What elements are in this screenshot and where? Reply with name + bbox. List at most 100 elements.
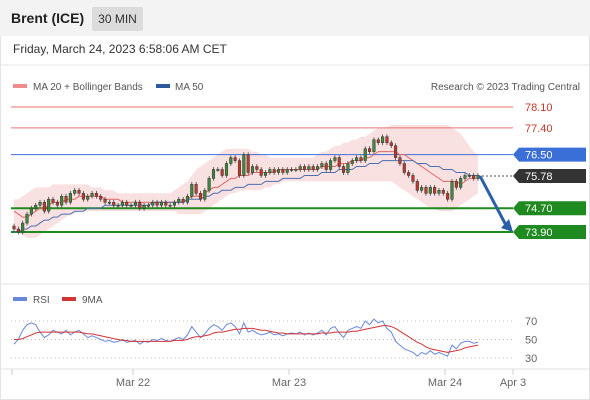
candle-body <box>34 204 38 209</box>
candle-body <box>272 169 276 173</box>
candle-body <box>294 169 298 171</box>
candle-body <box>177 199 181 203</box>
candle-body <box>207 178 211 191</box>
candle-body <box>55 201 59 206</box>
candle-body <box>29 207 33 215</box>
rsi-level-label: 30 <box>525 353 537 365</box>
candle-body <box>424 187 428 194</box>
candle-body <box>21 222 25 233</box>
ma20-legend-label: MA 20 + Bollinger Bands <box>33 82 143 93</box>
candle-body <box>428 187 432 194</box>
candle-body <box>467 175 471 177</box>
candle-body <box>324 163 328 170</box>
forecast-arrow-head <box>501 219 513 232</box>
candle-body <box>129 204 133 207</box>
ma20-legend-swatch <box>13 84 27 88</box>
candle-body <box>138 201 142 209</box>
candle-body <box>81 193 85 200</box>
rsi-ma-line <box>14 325 479 353</box>
candle-body <box>77 190 81 194</box>
candle-body <box>342 166 346 173</box>
candle-body <box>38 201 42 206</box>
candle-body <box>302 166 307 170</box>
x-tick-label: Mar 22 <box>116 377 150 389</box>
rsi-ma-legend-label: 9MA <box>82 295 103 306</box>
candle-body <box>433 187 437 194</box>
rsi-legend-swatch <box>13 297 27 301</box>
candle-body <box>372 139 376 152</box>
candle-body <box>285 169 289 173</box>
candle-body <box>415 181 419 191</box>
candle-body <box>459 178 463 188</box>
candle-body <box>463 175 467 179</box>
candle-body <box>454 181 458 188</box>
candle-body <box>64 196 68 203</box>
candle-body <box>94 193 98 197</box>
rsi-level-label: 50 <box>525 335 537 347</box>
candle-body <box>307 166 311 170</box>
candle-body <box>16 228 20 233</box>
candle-body <box>446 193 450 200</box>
candle-body <box>90 193 94 197</box>
candle-body <box>276 169 281 173</box>
copyright-text: Research © 2023 Trading Central <box>431 82 580 93</box>
candle-body <box>363 148 367 161</box>
x-tick-label: Apr 3 <box>500 377 526 389</box>
header-bar: Brent (ICE) 30 MIN <box>0 0 590 36</box>
candle-body <box>289 169 294 171</box>
candle-body <box>194 184 198 194</box>
timeframe-button[interactable]: 30 MIN <box>92 7 143 31</box>
x-tick-label: Mar 23 <box>272 377 306 389</box>
candle-body <box>151 201 155 206</box>
candle-body <box>68 193 72 203</box>
candle-body <box>172 201 176 206</box>
bollinger-band <box>14 124 478 238</box>
candle-body <box>103 199 107 203</box>
candle-body <box>146 204 150 207</box>
candle-body <box>25 213 29 224</box>
candle-body <box>86 196 90 200</box>
candle-body <box>394 145 398 158</box>
candle-body <box>168 204 172 207</box>
candle-body <box>385 136 389 143</box>
candle-body <box>250 166 255 173</box>
candle-body <box>99 196 103 200</box>
rsi-level-label: 70 <box>525 316 537 328</box>
candle-body <box>246 154 250 173</box>
candle-body <box>237 160 242 176</box>
candle-body <box>320 163 324 167</box>
candle-body <box>333 157 337 161</box>
forecast-arrow-line <box>478 175 510 230</box>
ma50-legend-swatch <box>156 84 170 88</box>
candle-body <box>112 201 116 206</box>
candle-body <box>211 169 216 179</box>
candle-body <box>107 201 111 204</box>
pivot-level-badge <box>513 147 586 162</box>
support-level-badge <box>513 201 586 216</box>
support-level-label: 74.70 <box>525 203 553 215</box>
candle-body <box>298 166 302 170</box>
candle-body <box>329 160 333 170</box>
candle-body <box>259 169 263 176</box>
candle-body <box>381 136 385 143</box>
candle-body <box>73 190 77 194</box>
candle-body <box>229 157 233 164</box>
candle-body <box>224 163 229 176</box>
candle-body <box>420 187 424 191</box>
current-level-badge <box>513 169 586 184</box>
candle-body <box>389 142 393 146</box>
candle-body <box>120 201 124 206</box>
candle-body <box>203 190 207 200</box>
candle-body <box>316 166 320 170</box>
candle-body <box>159 201 163 206</box>
chart-datetime: Friday, March 24, 2023 6:58:06 AM CET <box>13 42 227 56</box>
candle-body <box>164 201 168 206</box>
rsi-line <box>13 318 479 357</box>
candle-body <box>450 181 454 200</box>
candle-body <box>51 199 55 203</box>
candle-body <box>402 163 406 173</box>
candle-body <box>60 196 64 206</box>
candle-body <box>142 204 146 209</box>
candle-body <box>437 190 441 194</box>
